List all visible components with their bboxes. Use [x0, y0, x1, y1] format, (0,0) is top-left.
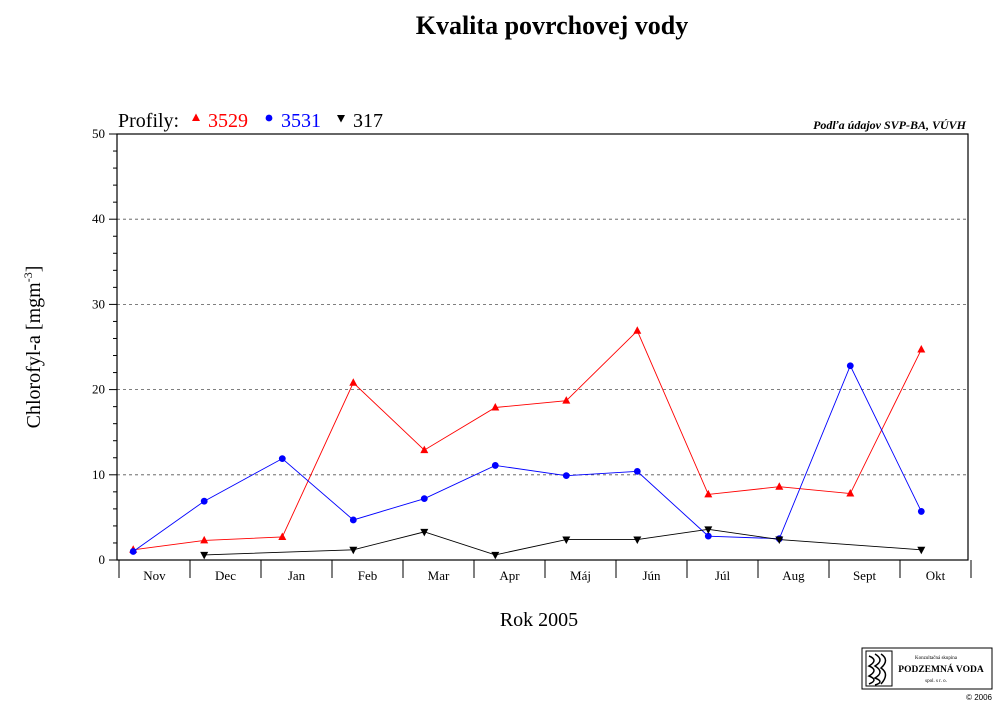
y-axis: 0 10 20 30 40 50 — [92, 126, 117, 567]
data-point-3529 — [917, 345, 926, 353]
legend-label-3531: 3531 — [281, 110, 321, 132]
data-point-3529 — [562, 396, 571, 404]
x-tick-label: Apr — [499, 568, 520, 583]
logo-line1: Konzultačná skupina — [915, 656, 958, 661]
data-point-3529 — [633, 326, 642, 334]
data-point-3531 — [633, 467, 641, 475]
y-tick-label: 0 — [99, 552, 106, 567]
data-point-3531 — [129, 548, 137, 555]
data-point-3531 — [917, 508, 925, 515]
x-axis: Nov Dec Jan Feb Mar Apr Máj Jún Júl Aug Sept Okt — [118, 560, 972, 583]
legend-marker-317 — [337, 115, 345, 123]
data-point-3529 — [420, 445, 429, 454]
data-point-317 — [775, 536, 784, 545]
x-tick-label: Aug — [782, 568, 805, 583]
company-logo: Konzultačná skupina PODZEMNÁ VODA spol. … — [861, 647, 993, 702]
x-tick-label: Mar — [428, 568, 450, 583]
source-note: Podľa údajov SVP-BA, VÚVH — [813, 118, 967, 132]
y-tick-label: 10 — [92, 467, 105, 482]
data-point-317 — [704, 526, 713, 534]
y-tick-label: 30 — [92, 296, 105, 311]
data-point-317 — [491, 551, 500, 560]
x-tick-label: Jún — [642, 568, 661, 583]
x-tick-label: Okt — [926, 568, 946, 583]
data-point-3531 — [491, 462, 499, 469]
y-axis-label-end: ] — [23, 266, 45, 273]
data-point-317 — [917, 546, 926, 555]
series-317 — [200, 526, 926, 560]
data-point-3531 — [846, 362, 854, 370]
data-point-3531 — [278, 455, 286, 463]
data-point-3529 — [704, 489, 713, 498]
data-point-317 — [200, 551, 209, 560]
data-point-3529 — [278, 532, 287, 540]
series-group — [129, 326, 926, 560]
y-tick-label: 20 — [92, 382, 105, 397]
copyright: © 2006 — [966, 693, 992, 702]
data-point-317 — [633, 536, 642, 545]
series-line-3529 — [133, 330, 922, 551]
grid-lines — [117, 218, 968, 476]
plot-frame — [116, 133, 969, 561]
y-axis-label-sup: -3 — [21, 272, 35, 282]
x-tick-label: Jan — [288, 568, 306, 583]
data-point-317 — [420, 528, 429, 537]
legend-marker-3529 — [192, 113, 200, 121]
legend-prefix: Profily: — [118, 110, 179, 132]
data-point-3529 — [846, 489, 855, 497]
y-tick-label: 50 — [92, 126, 105, 141]
logo-frame — [861, 647, 993, 690]
data-point-3529 — [349, 378, 358, 386]
x-tick-label: Nov — [143, 568, 166, 583]
y-axis-label: Chlorofyl-a [mgm-3] — [21, 266, 45, 429]
legend-items: 3529 3531 317 — [192, 110, 383, 132]
legend-label-317: 317 — [353, 110, 383, 132]
y-tick-label: 40 — [92, 211, 105, 226]
data-point-3531 — [562, 472, 570, 480]
data-point-317 — [562, 536, 571, 545]
x-tick-label: Feb — [358, 568, 378, 583]
x-tick-label: Dec — [215, 568, 236, 583]
x-tick-label: Júl — [715, 568, 731, 583]
logo-emblem-icon — [865, 650, 893, 687]
data-point-3529 — [491, 402, 500, 411]
logo-line2: PODZEMNÁ VODA — [898, 663, 984, 675]
legend-marker-3531 — [265, 114, 273, 122]
chart-title: Kvalita povrchovej vody — [416, 11, 689, 40]
data-point-3531 — [200, 497, 208, 505]
x-tick-label: Sept — [853, 568, 877, 583]
series-3531 — [129, 362, 925, 555]
legend: Profily: 3529 3531 317 — [118, 110, 383, 132]
data-point-3531 — [420, 495, 428, 503]
legend-label-3529: 3529 — [208, 110, 248, 132]
series-line-317 — [204, 528, 922, 556]
x-tick-label: Máj — [570, 568, 591, 583]
logo-line3: spol. s r. o. — [925, 679, 947, 684]
data-point-3531 — [349, 516, 357, 524]
x-axis-label: Rok 2005 — [500, 609, 578, 631]
data-point-317 — [349, 546, 358, 555]
data-point-3529 — [200, 535, 209, 544]
series-line-3531 — [132, 364, 922, 552]
y-axis-label-main: Chlorofyl-a [mgm — [23, 282, 45, 429]
series-3529 — [129, 326, 926, 553]
data-point-3529 — [775, 482, 784, 490]
data-point-3531 — [704, 532, 712, 540]
